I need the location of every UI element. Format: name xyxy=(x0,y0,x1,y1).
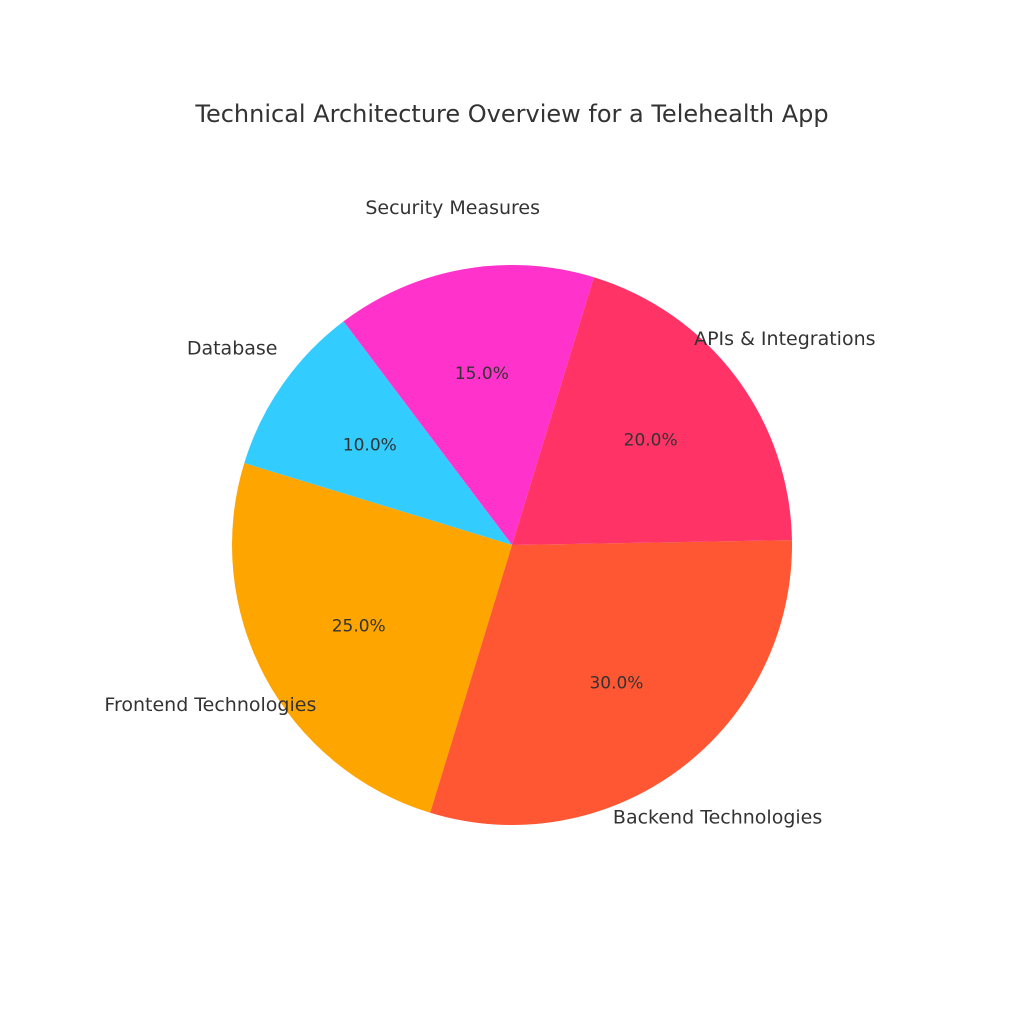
pie-chart-container: Technical Architecture Overview for a Te… xyxy=(0,0,1024,1024)
slice-percent-label: 20.0% xyxy=(624,431,678,451)
slice-category-label: Database xyxy=(187,338,278,360)
slice-category-label: Frontend Technologies xyxy=(104,694,316,716)
slice-percent-label: 30.0% xyxy=(589,674,643,694)
slice-category-label: APIs & Integrations xyxy=(694,328,875,350)
slice-percent-label: 15.0% xyxy=(455,364,509,384)
slice-percent-label: 10.0% xyxy=(343,435,397,455)
pie-chart-svg: 15.0% Security Measures 10.0% Database 25.0%… xyxy=(0,0,1024,1024)
slice-category-label: Backend Technologies xyxy=(613,806,822,828)
slice-percent-label: 25.0% xyxy=(332,617,386,637)
slice-category-label: Security Measures xyxy=(365,197,540,219)
